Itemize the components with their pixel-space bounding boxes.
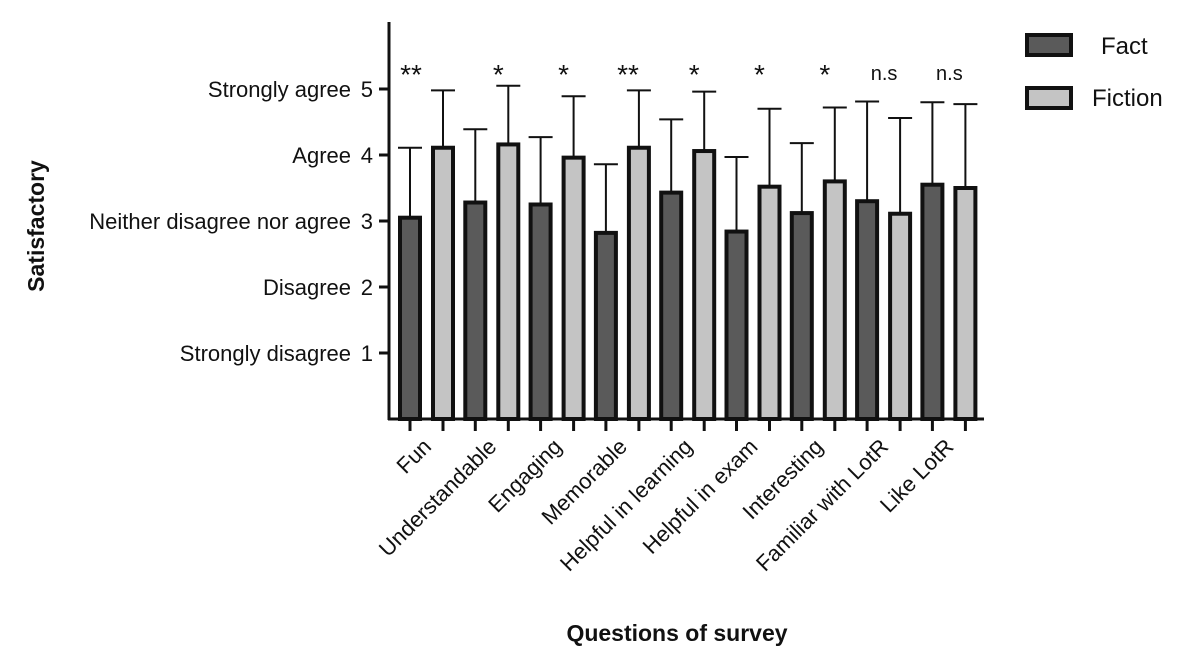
y-ticks-layer: 1 Strongly disagree 2 Disagree 3 Neither disa… [89, 77, 389, 366]
significance-understandable: * [493, 59, 504, 90]
y-tick-label-3: Neither disagree nor agree [89, 209, 351, 234]
bars-layer [398, 142, 978, 422]
y-tick-label-2: Disagree [263, 275, 351, 300]
bar-fact-interesting [789, 211, 814, 421]
y-tick-number-5: 5 [361, 77, 373, 102]
legend-label-fact: Fact [1101, 33, 1148, 60]
significance-interesting: * [819, 59, 830, 90]
y-tick-number-2: 2 [361, 275, 373, 300]
y-tick-label-4: Agree [292, 143, 351, 168]
bar-fiction-fun [431, 145, 455, 422]
legend-item-fiction: Fiction [1025, 85, 1163, 112]
x-axis-title: Questions of survey [566, 620, 787, 646]
significance-helpful-in-learning: * [689, 59, 700, 90]
bar-fact-memorable [593, 230, 618, 421]
bar-fact-understandable [463, 200, 488, 421]
bar-fiction-interesting [822, 179, 847, 421]
y-tick-label-1: Strongly disagree [180, 341, 351, 366]
y-tick-number-4: 4 [361, 143, 373, 168]
category-label-fun: Fun [392, 434, 436, 478]
legend-item-fact: Fact [1025, 33, 1148, 60]
significance-familiar-with-lotr: n.s [871, 63, 898, 85]
category-label-helpful-in-exam: Helpful in exam [638, 434, 763, 559]
bar-fiction-understandable [496, 142, 521, 421]
bar-fact-engaging [528, 202, 553, 421]
bar-fiction-like-lotr [953, 186, 978, 421]
bar-fiction-familiar-with-lotr [888, 211, 913, 421]
significance-memorable: ** [617, 59, 639, 90]
significance-layer: ** * * ** * * * n.s n.s [400, 59, 963, 90]
significance-helpful-in-exam: * [754, 59, 765, 90]
bar-fiction-helpful-in-exam [757, 184, 782, 421]
bar-fiction-memorable [626, 145, 651, 422]
bar-fact-like-lotr [920, 182, 945, 421]
category-label-understandable: Understandable [374, 434, 502, 562]
significance-like-lotr: n.s [936, 63, 963, 85]
legend-swatch-fiction [1025, 86, 1073, 110]
legend-swatch-fact [1025, 33, 1073, 57]
legend: Fact Fiction [1025, 33, 1163, 112]
bar-fact-familiar-with-lotr [855, 199, 880, 421]
bar-fact-helpful-in-learning [659, 190, 684, 421]
y-tick-number-1: 1 [361, 341, 373, 366]
bar-fiction-engaging [561, 155, 586, 421]
significance-engaging: * [558, 59, 569, 90]
bar-fact-helpful-in-exam [724, 229, 749, 421]
y-tick-label-5: Strongly agree [208, 77, 351, 102]
y-axis-title: Satisfactory [23, 160, 49, 292]
error-bars-layer [398, 84, 978, 233]
legend-label-fiction: Fiction [1092, 85, 1163, 112]
bar-fact-fun [398, 215, 422, 421]
x-ticks-layer: FunUnderstandableEngagingMemorableHelpfu… [374, 419, 967, 576]
y-tick-number-3: 3 [361, 209, 373, 234]
significance-fun: ** [400, 59, 422, 90]
bar-fiction-helpful-in-learning [692, 149, 717, 421]
